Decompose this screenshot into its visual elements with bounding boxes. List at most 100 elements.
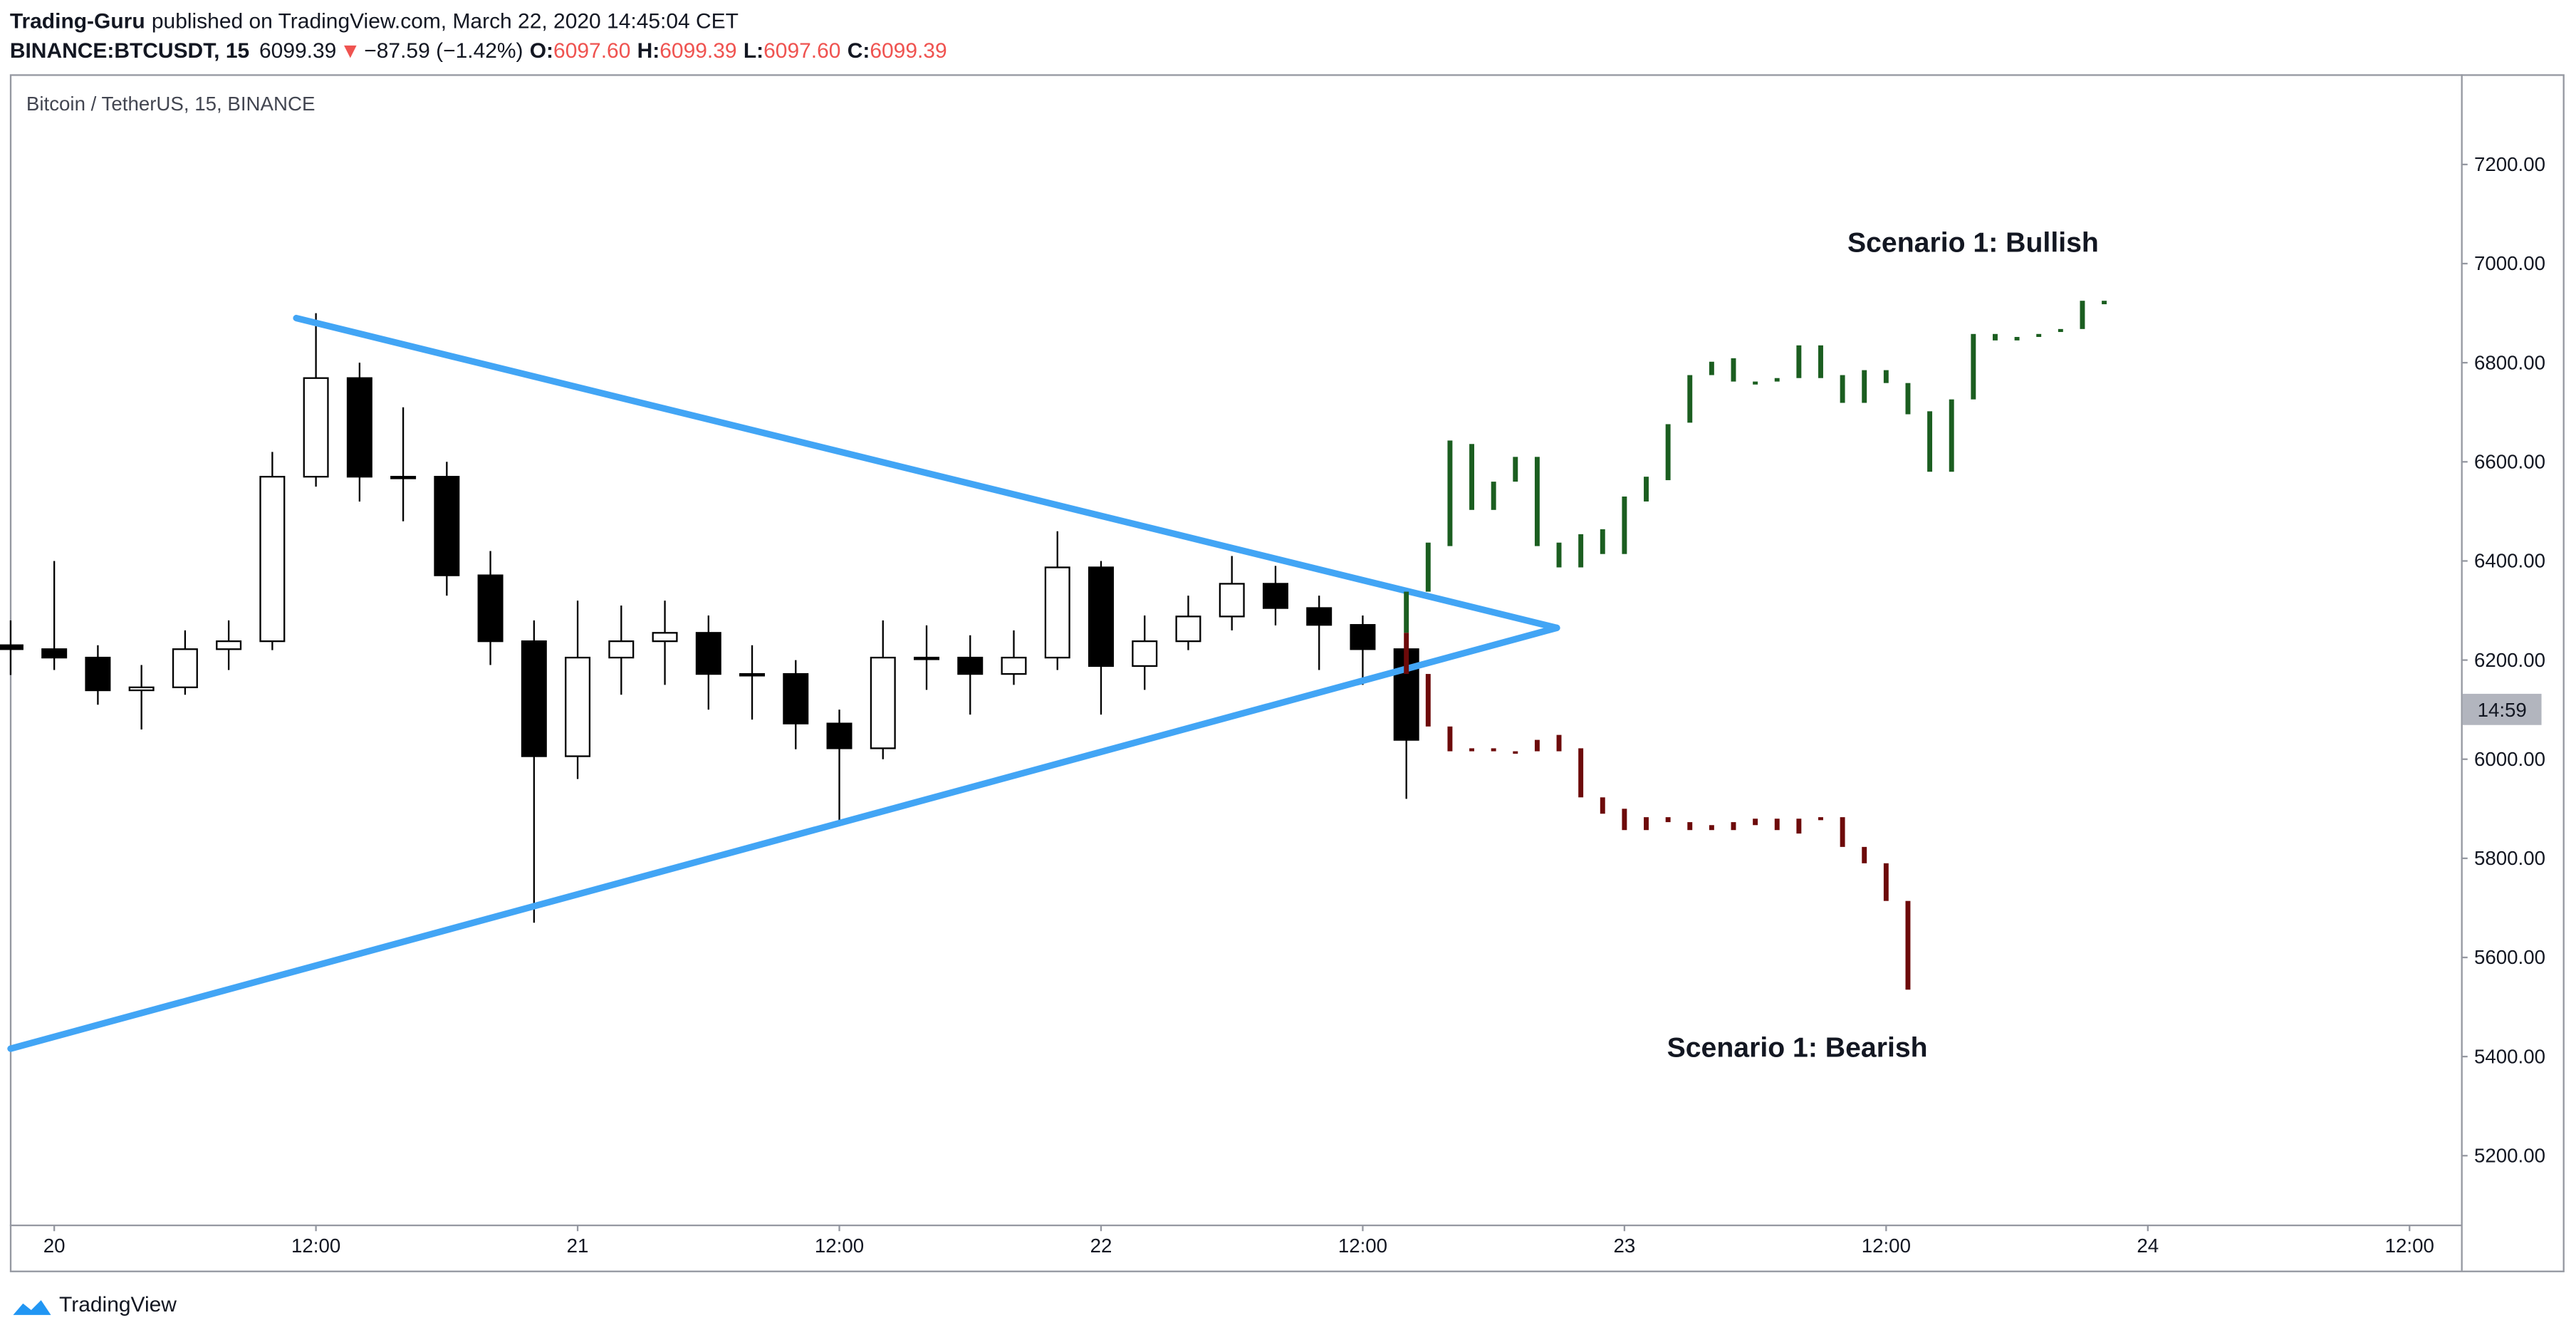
scenario-bar: [2102, 301, 2107, 305]
change-arrow: ▼: [340, 39, 361, 63]
published: published on TradingView.com, March 22, …: [152, 10, 739, 33]
scenario-bar: [1622, 809, 1627, 831]
candle-body: [128, 686, 155, 692]
candle-body: [1132, 640, 1158, 668]
candle-body: [652, 632, 678, 643]
scenario-bar: [1687, 375, 1693, 423]
candle-body: [303, 377, 329, 478]
x-tick-label: 12:00: [2385, 1235, 2434, 1257]
candle-body: [565, 656, 591, 757]
scenario-bar: [1774, 378, 1780, 382]
y-tick-label: 6600.00: [2474, 451, 2545, 473]
scenario-bar: [1840, 375, 1845, 403]
candle-body: [41, 648, 68, 659]
scenario-bar: [1862, 370, 1867, 403]
candle-body: [1350, 624, 1376, 650]
candle-body: [783, 672, 809, 724]
close-value: 6099.39: [870, 39, 947, 63]
scenario-bar: [2080, 301, 2085, 329]
candle-body: [1175, 615, 1201, 643]
x-tick-label: 24: [2137, 1235, 2159, 1257]
candle-body: [477, 574, 504, 643]
scenario-bar: [1774, 819, 1780, 831]
candle-body: [1219, 583, 1245, 618]
scenario-bar: [1883, 863, 1889, 901]
candle-body: [608, 640, 635, 659]
x-tick-label: 12:00: [1862, 1235, 1911, 1257]
candle-body: [521, 640, 547, 757]
candle-body: [739, 672, 766, 677]
scenario-bar: [1491, 748, 1496, 752]
scenario-bar: [1709, 361, 1714, 375]
x-tick-label: 23: [1614, 1235, 1636, 1257]
y-tick-label: 5600.00: [2474, 946, 2545, 968]
scenario-bar: [1425, 674, 1431, 727]
scenario-bar: [1992, 333, 1998, 341]
candle-body: [216, 640, 242, 650]
candle-body: [390, 476, 417, 479]
scenario-bar: [1731, 358, 1736, 382]
y-tick-label: 6800.00: [2474, 351, 2545, 373]
y-tick-label: 5800.00: [2474, 847, 2545, 869]
scenario-bar: [1665, 817, 1671, 823]
scenario-bar: [1644, 477, 1649, 502]
scenario-bar: [1840, 817, 1845, 847]
scenario-bar: [1709, 825, 1714, 831]
x-tick-label: 12:00: [291, 1235, 340, 1257]
scenario-bar: [1905, 383, 1911, 415]
candle-body: [259, 476, 286, 643]
scenario-bar: [1534, 739, 1540, 752]
footer-logo: [13, 1300, 51, 1315]
scenario-bar: [1578, 748, 1584, 798]
candle-body: [957, 656, 984, 675]
scenario-bar: [1927, 411, 1933, 472]
scenario-label: Scenario 1: Bullish: [1847, 227, 2099, 258]
scenario-bar: [1753, 819, 1758, 826]
scenario-bar: [1600, 529, 1605, 554]
scenario-bar: [1818, 345, 1823, 378]
scenario-bar: [1556, 542, 1562, 568]
scenario-bars: [1404, 633, 1911, 990]
y-tick-label: 5400.00: [2474, 1045, 2545, 1067]
low-value: 6097.60: [763, 39, 840, 63]
scenario-label: Scenario 1: Bearish: [1667, 1033, 1928, 1064]
candle-body: [1001, 656, 1027, 675]
scenario-bar: [1513, 457, 1518, 482]
symbol: BINANCE:BTCUSDT, 15: [10, 39, 249, 63]
x-tick-label: 22: [1090, 1235, 1112, 1257]
scenario-bar: [1731, 822, 1736, 831]
low-label: L:: [744, 39, 763, 63]
scenario-bar: [1404, 633, 1409, 675]
y-tick-label: 6000.00: [2474, 748, 2545, 770]
scenario-bar: [1687, 822, 1693, 831]
candle-body: [434, 476, 460, 576]
scenario-bar: [1534, 457, 1540, 546]
scenario-bar: [1447, 726, 1453, 752]
candle-body: [870, 656, 896, 749]
scenario-bar: [1447, 440, 1453, 546]
scenario-bar: [1796, 819, 1802, 834]
candle-body: [914, 656, 940, 660]
scenario-bar: [1949, 399, 1954, 472]
candle-body: [1044, 566, 1070, 659]
footer-brand: TradingView: [59, 1293, 177, 1316]
open-value: 6097.60: [553, 39, 630, 63]
scenario-bar: [1578, 534, 1584, 568]
x-tick-label: 12:00: [815, 1235, 864, 1257]
header-line-1: Trading-Guru published on TradingView.com…: [10, 10, 739, 33]
scenario-bar: [2036, 333, 2042, 337]
y-tick-label: 6400.00: [2474, 550, 2545, 572]
scenario-bar: [1425, 542, 1431, 592]
candle-body: [695, 632, 721, 675]
candle-body: [826, 722, 852, 749]
x-tick-label: 21: [567, 1235, 589, 1257]
y-tick-label: 6200.00: [2474, 649, 2545, 671]
scenario-bar: [1404, 591, 1409, 633]
scenario-bar: [1971, 333, 1976, 400]
publisher: Trading-Guru: [10, 10, 145, 33]
candles: [0, 313, 1419, 923]
y-tick-label: 7000.00: [2474, 252, 2545, 274]
